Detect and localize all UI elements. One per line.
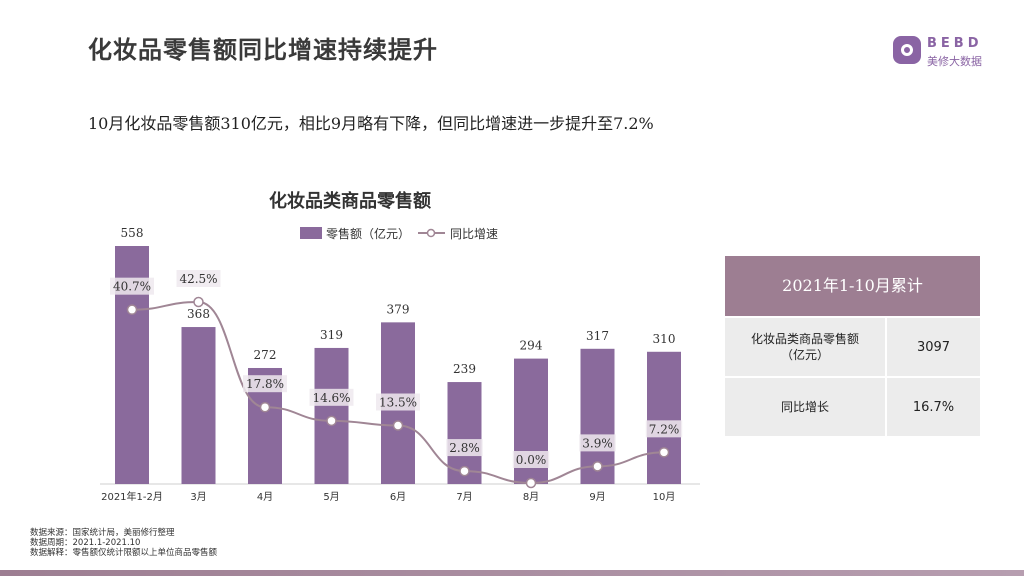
summary-row: 化妆品类商品零售额 （亿元） 3097 (725, 318, 980, 376)
summary-row: 同比增长 16.7% (725, 378, 980, 436)
page-title: 化妆品零售额同比增速持续提升 (88, 36, 438, 64)
bottom-bar (0, 570, 1024, 576)
logo-text-cn: 美修大数据 (927, 55, 982, 68)
summary-table: 2021年1-10月累计 化妆品类商品零售额 （亿元） 3097 同比增长 16… (725, 256, 980, 436)
bar (647, 351, 681, 484)
bar-value-label: 239 (453, 362, 476, 376)
point-value-label: 17.8% (246, 377, 284, 391)
bar-value-label: 379 (387, 302, 410, 316)
footnote-source: 数据来源：国家统计局，美丽修行整理 (30, 528, 175, 538)
point-label-bg (176, 270, 221, 287)
line-point (193, 296, 204, 308)
line-point (326, 415, 337, 427)
line-point (259, 401, 271, 413)
point-label-bg (512, 451, 550, 468)
x-tick-label: 9月 (589, 491, 605, 503)
x-tick-label: 4月 (257, 491, 273, 503)
point-value-label: 40.7% (113, 280, 151, 294)
bar-value-label: 294 (520, 339, 543, 353)
legend-bar-label: 零售额（亿元） (326, 226, 410, 241)
line-point (658, 447, 670, 458)
x-tick-label: 8月 (523, 491, 539, 503)
legend-line-label: 同比增速 (450, 227, 498, 241)
bar-value-label: 310 (653, 332, 676, 346)
legend-bar-swatch (300, 227, 322, 239)
bar-value-label: 558 (121, 226, 144, 240)
line-point (392, 420, 404, 431)
summary-label: 化妆品类商品零售额 （亿元） (725, 318, 887, 376)
point-value-label: 14.6% (312, 391, 350, 405)
point-label-bg (645, 420, 683, 438)
legend-line-marker (426, 228, 436, 238)
point-label-bg (243, 375, 287, 393)
logo-text-en: BEBD (927, 36, 983, 51)
x-tick-label: 3月 (190, 491, 206, 503)
summary-header: 2021年1-10月累计 (725, 256, 980, 316)
point-value-label: 2.8% (449, 441, 480, 455)
point-value-label: 3.9% (582, 436, 613, 450)
x-tick-label: 5月 (323, 491, 339, 503)
footnote-period: 数据周期：2021.1-2021.10 (30, 538, 141, 548)
summary-value: 16.7% (912, 399, 955, 415)
bar-value-label: 368 (187, 307, 210, 321)
line-point (525, 477, 537, 489)
point-label-bg (110, 277, 154, 295)
x-tick-label: 6月 (390, 491, 406, 503)
point-label-bg (309, 388, 354, 406)
bar (181, 327, 216, 484)
point-value-label: 7.2% (649, 422, 680, 436)
brand-logo: BEBD 美修大数据 (893, 36, 1013, 72)
point-value-label: 0.0% (516, 453, 547, 467)
summary-value: 3097 (916, 339, 951, 355)
point-value-label: 42.5% (179, 272, 217, 286)
summary-label: 同比增长 (725, 378, 887, 436)
x-tick-label: 7月 (456, 491, 472, 503)
chart-title: 化妆品类商品零售额 (269, 191, 431, 212)
line-point (592, 461, 603, 472)
bar-value-label: 272 (254, 348, 277, 362)
point-value-label: 13.5% (379, 396, 417, 410)
point-label-bg (446, 439, 483, 457)
line-point (126, 304, 138, 315)
footnote-note: 数据解释：零售额仅统计限额以上单位商品零售额 (30, 548, 218, 558)
point-label-bg (579, 434, 616, 452)
page-subtitle: 10月化妆品零售额310亿元，相比9月略有下降，但同比增速进一步提升至7.2% (88, 114, 654, 133)
x-tick-label: 2021年1-2月 (101, 490, 163, 503)
bar-value-label: 319 (320, 328, 343, 342)
x-tick-label: 10月 (653, 491, 676, 503)
point-label-bg (376, 393, 420, 411)
footnote: 数据来源：国家统计局，美丽修行整理 数据周期：2021.1-2021.10 数据… (30, 528, 217, 558)
line-point (459, 465, 470, 477)
bar-value-label: 317 (586, 329, 609, 343)
logo-icon (893, 36, 921, 64)
